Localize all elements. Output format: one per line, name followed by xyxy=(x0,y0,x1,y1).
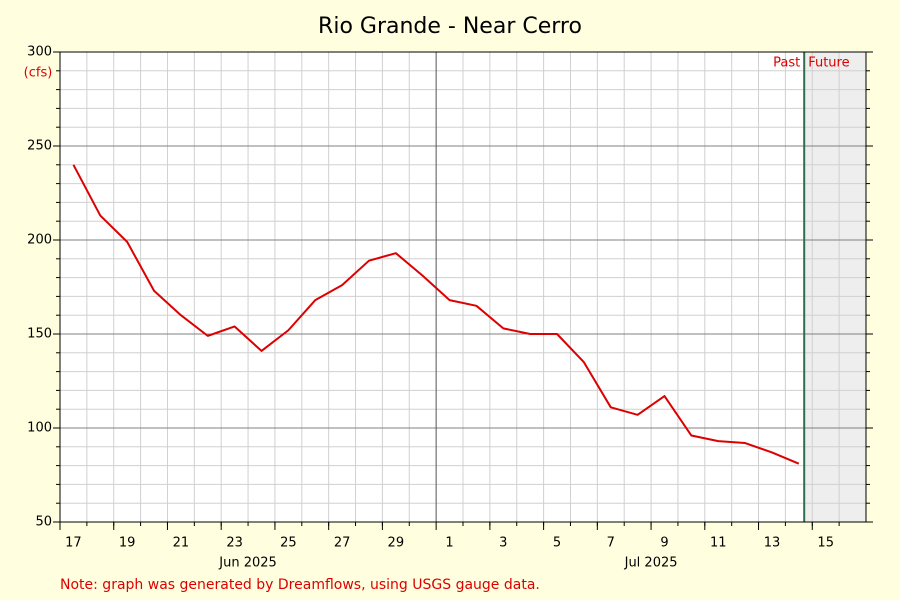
y-unit-label: (cfs) xyxy=(24,66,53,81)
plot-frame xyxy=(59,51,867,523)
x-tick-label: 15 xyxy=(817,536,834,551)
month-label: Jul 2025 xyxy=(624,556,678,571)
y-tick-label: 300 xyxy=(27,45,52,60)
y-tick-label: 50 xyxy=(35,515,52,530)
x-tick-label: 3 xyxy=(499,536,507,551)
future-label: Future xyxy=(808,56,849,71)
x-tick-label: 25 xyxy=(280,536,297,551)
note: Note: graph was generated by Dreamflows,… xyxy=(60,577,540,593)
x-tick-label: 1 xyxy=(445,536,453,551)
future-region xyxy=(804,52,866,522)
x-tick-label: 23 xyxy=(226,536,243,551)
y-tick-label: 250 xyxy=(27,139,52,154)
flow-line xyxy=(72,164,800,465)
x-tick-label: 27 xyxy=(334,536,351,551)
y-tick-label: 200 xyxy=(27,233,52,248)
x-tick-label: 29 xyxy=(388,536,405,551)
x-tick-label: 7 xyxy=(607,536,615,551)
x-tick-label: 13 xyxy=(764,536,781,551)
chart-title: Rio Grande - Near Cerro xyxy=(318,14,582,39)
y-tick-label: 100 xyxy=(27,421,52,436)
x-tick-label: 19 xyxy=(119,536,136,551)
x-tick-label: 21 xyxy=(173,536,190,551)
x-tick-label: 5 xyxy=(553,536,561,551)
x-tick-label: 17 xyxy=(65,536,82,551)
month-label: Jun 2025 xyxy=(218,556,277,571)
x-tick-label: 11 xyxy=(710,536,727,551)
x-tick-label: 9 xyxy=(660,536,668,551)
past-label: Past xyxy=(773,56,800,71)
y-tick-label: 150 xyxy=(27,327,52,342)
